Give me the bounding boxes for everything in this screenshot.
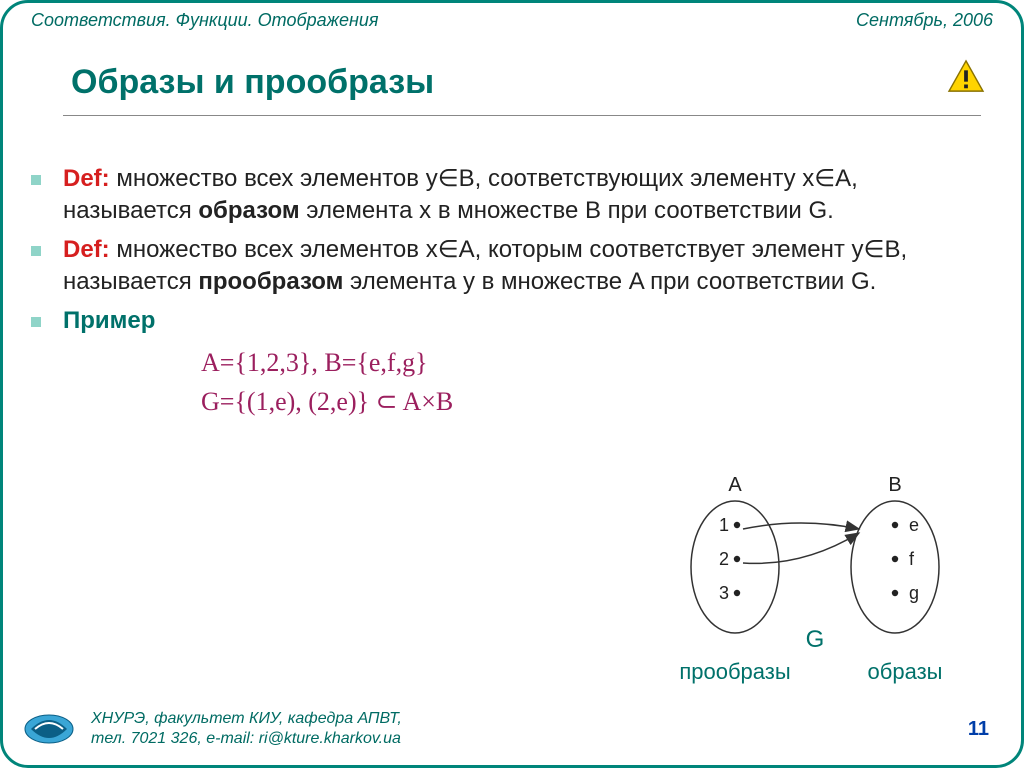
bullet-example: Пример: [31, 305, 987, 337]
header: Соответствия. Функции. Отображения Сентя…: [3, 3, 1021, 37]
svg-text:прообразы: прообразы: [679, 659, 790, 684]
bullet-icon: [31, 317, 41, 327]
title-rule: [63, 115, 981, 116]
def-label: Def:: [63, 236, 110, 263]
svg-text:образы: образы: [868, 659, 943, 684]
math-line-1: A={1,2,3}, B={e,f,g}: [201, 343, 987, 382]
bullet-icon: [31, 175, 41, 185]
svg-text:f: f: [909, 549, 915, 569]
svg-text:2: 2: [719, 549, 729, 569]
svg-text:3: 3: [719, 583, 729, 603]
warning-icon: [947, 59, 985, 93]
bullet-text: Def: множество всех элементов y∈B, соотв…: [63, 163, 987, 228]
example-math: A={1,2,3}, B={e,f,g} G={(1,e), (2,e)} ⊂ …: [201, 343, 987, 421]
svg-text:B: B: [888, 474, 901, 496]
svg-text:A: A: [728, 474, 742, 496]
footer-line-2: тел. 7021 326, e-mail: ri@kture.kharkov.…: [91, 729, 968, 749]
footer-text: ХНУРЭ, факультет КИУ, кафедра АПВТ, тел.…: [91, 709, 968, 749]
bullet-icon: [31, 246, 41, 256]
content: Def: множество всех элементов y∈B, соотв…: [31, 163, 987, 421]
svg-text:G: G: [806, 626, 825, 653]
def-label: Def:: [63, 165, 110, 192]
svg-text:g: g: [909, 583, 919, 603]
math-line-2: G={(1,e), (2,e)} ⊂ A×B: [201, 382, 987, 421]
page-number: 11: [968, 718, 995, 741]
university-logo-icon: [21, 705, 77, 753]
slide-frame: Соответствия. Функции. Отображения Сентя…: [0, 0, 1024, 768]
footer-line-1: ХНУРЭ, факультет КИУ, кафедра АПВТ,: [91, 709, 968, 729]
bullet-text: Def: множество всех элементов x∈A, котор…: [63, 234, 987, 299]
svg-text:e: e: [909, 515, 919, 535]
slide-title: Образы и прообразы: [71, 63, 434, 102]
bullet-def-2: Def: множество всех элементов x∈A, котор…: [31, 234, 987, 299]
svg-text:1: 1: [719, 515, 729, 535]
header-left: Соответствия. Функции. Отображения: [31, 10, 379, 31]
bullet-def-1: Def: множество всех элементов y∈B, соотв…: [31, 163, 987, 228]
mapping-diagram: A 1 2 3 Befg Gпрообразы образы: [663, 457, 983, 687]
footer: ХНУРЭ, факультет КИУ, кафедра АПВТ, тел.…: [3, 699, 1021, 765]
example-label: Пример: [63, 305, 155, 337]
header-right: Сентябрь, 2006: [856, 10, 993, 31]
